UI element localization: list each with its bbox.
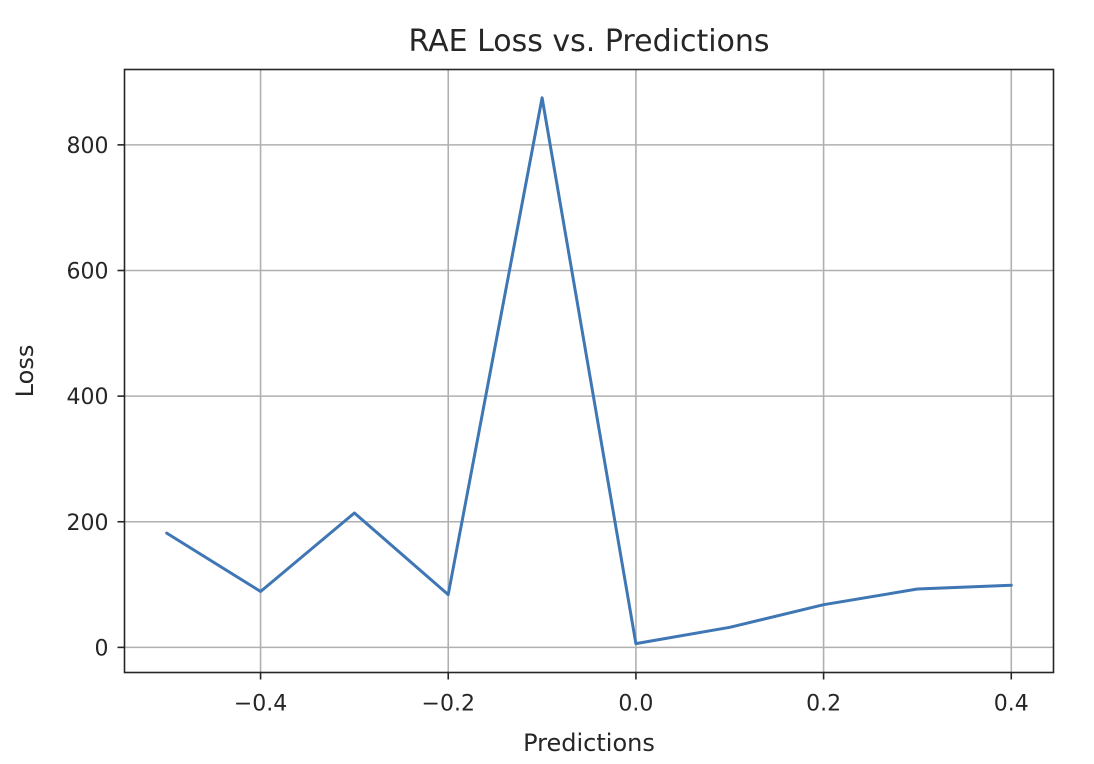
series-line	[165, 96, 1013, 646]
chart-title: RAE Loss vs. Predictions	[408, 24, 769, 59]
x-tick-label: 0.0	[618, 692, 653, 717]
x-tick-label: 0.4	[994, 692, 1029, 717]
y-tick-label: 200	[67, 511, 109, 536]
series-layer	[165, 96, 1013, 646]
y-tick-label: 600	[67, 260, 109, 285]
y-tick-label: 0	[95, 636, 109, 661]
y-tick-label: 400	[67, 385, 109, 410]
x-axis-label: Predictions	[523, 729, 655, 757]
y-axis-label: Loss	[11, 345, 39, 398]
x-tick-label: 0.2	[806, 692, 841, 717]
x-tick-label: −0.2	[422, 692, 475, 717]
plot-frame	[123, 68, 1055, 674]
x-tick-label: −0.4	[234, 692, 287, 717]
grid-layer	[124, 69, 1054, 673]
tick-layer: −0.4 −0.2 0.0 0.2 0.4 0 200 400 600 800	[67, 134, 1029, 717]
y-tick-label: 800	[67, 134, 109, 159]
